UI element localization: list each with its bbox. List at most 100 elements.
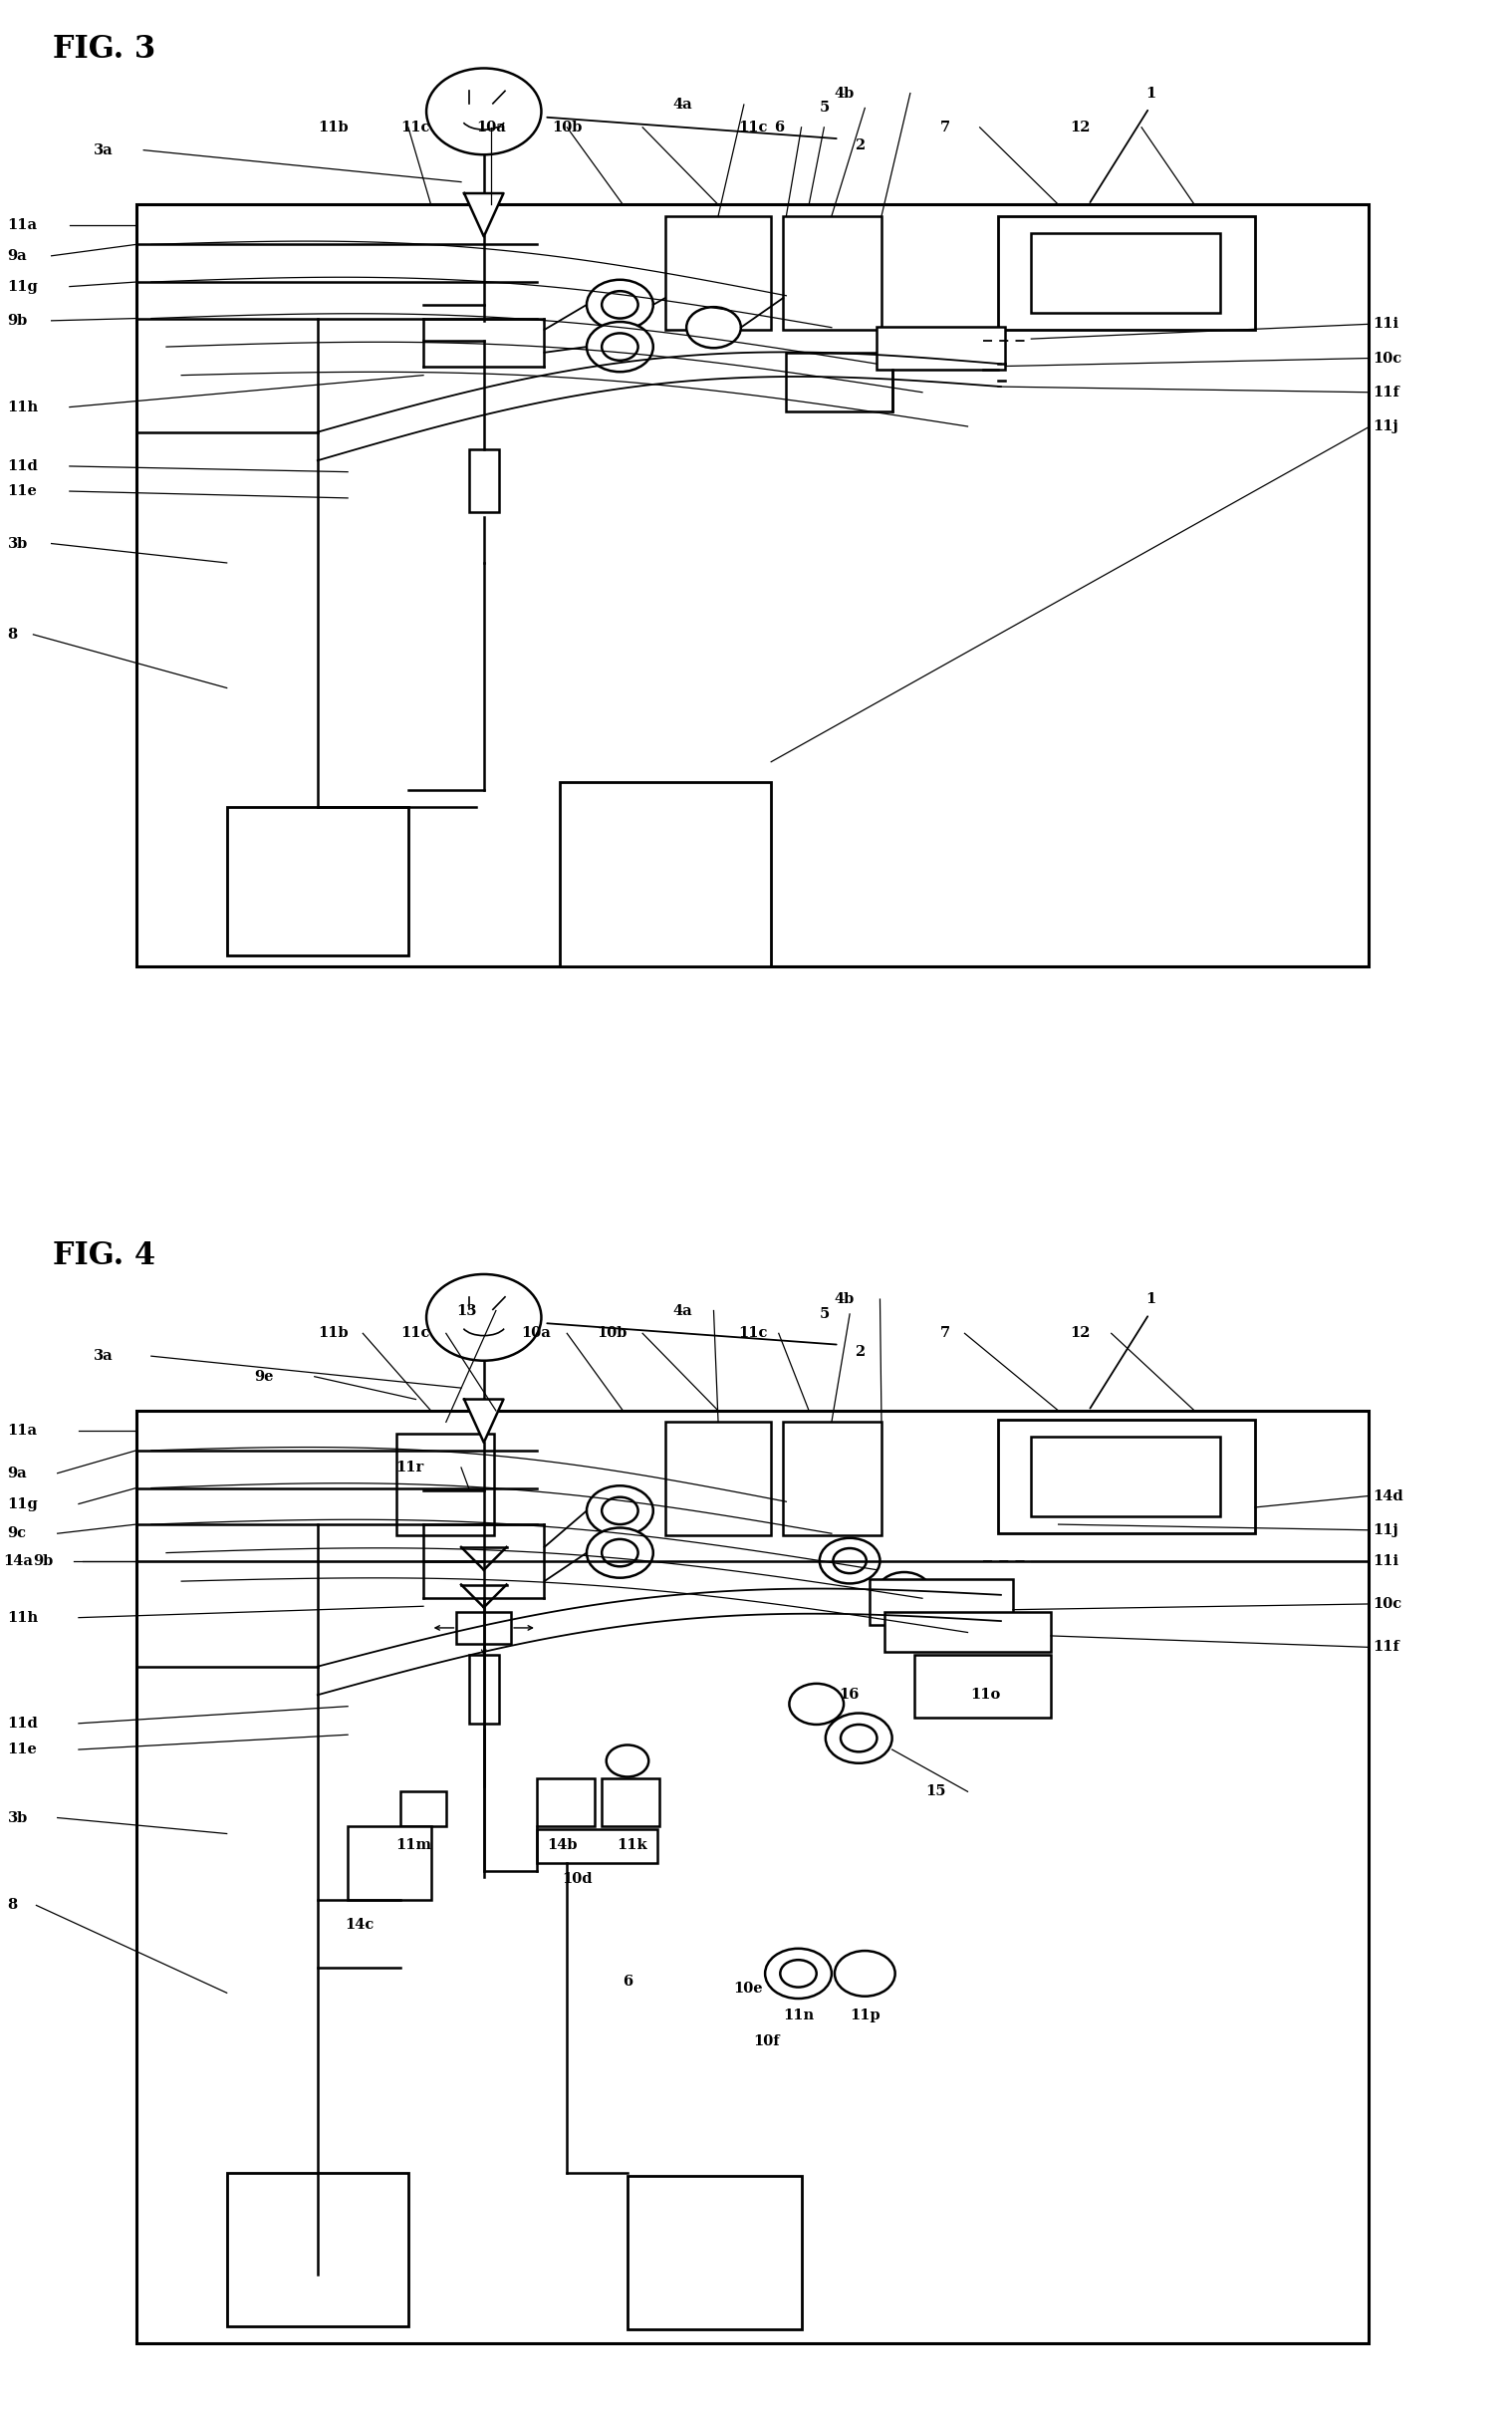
Bar bbox=[998, 1421, 1255, 1534]
Text: 10b: 10b bbox=[597, 1327, 627, 1341]
Text: 10a: 10a bbox=[522, 1327, 552, 1341]
Text: 14d: 14d bbox=[1373, 1488, 1403, 1503]
Text: 8: 8 bbox=[8, 1898, 18, 1913]
Text: 11k: 11k bbox=[617, 1838, 647, 1852]
Text: 11p: 11p bbox=[850, 2009, 880, 2024]
Text: 9b: 9b bbox=[8, 314, 27, 328]
Circle shape bbox=[587, 321, 653, 371]
Circle shape bbox=[602, 1539, 638, 1565]
Circle shape bbox=[765, 1949, 832, 2000]
Text: FIG. 3: FIG. 3 bbox=[53, 34, 156, 65]
Text: 11g: 11g bbox=[8, 1498, 38, 1510]
Text: 5: 5 bbox=[820, 1307, 830, 1322]
Bar bbox=[396, 1433, 494, 1536]
Bar bbox=[998, 217, 1255, 330]
Circle shape bbox=[469, 1549, 499, 1573]
Text: 12: 12 bbox=[1070, 121, 1092, 135]
Text: 11f: 11f bbox=[1373, 1640, 1400, 1655]
Text: 13: 13 bbox=[457, 1302, 476, 1317]
Bar bbox=[136, 1411, 1368, 2342]
Text: 11a: 11a bbox=[8, 217, 38, 232]
Circle shape bbox=[469, 330, 499, 352]
Text: 10c: 10c bbox=[1373, 352, 1402, 364]
Bar bbox=[885, 1611, 1051, 1652]
Circle shape bbox=[602, 333, 638, 359]
Text: 10f: 10f bbox=[753, 2036, 780, 2048]
Bar bbox=[915, 1655, 1051, 1717]
Circle shape bbox=[686, 306, 741, 347]
Circle shape bbox=[602, 292, 638, 318]
Bar bbox=[783, 1423, 881, 1536]
Text: 11j: 11j bbox=[1373, 420, 1399, 434]
Text: 7: 7 bbox=[940, 121, 951, 135]
Bar bbox=[783, 217, 881, 330]
Circle shape bbox=[780, 1961, 816, 1987]
Polygon shape bbox=[464, 193, 503, 236]
Text: 16: 16 bbox=[839, 1688, 859, 1703]
Text: 11h: 11h bbox=[8, 1611, 39, 1626]
Text: 10b: 10b bbox=[552, 121, 582, 135]
Text: 14b: 14b bbox=[547, 1838, 578, 1852]
Text: 10a: 10a bbox=[476, 121, 507, 135]
Text: 11i: 11i bbox=[1373, 1553, 1399, 1568]
Circle shape bbox=[469, 1587, 499, 1609]
Text: 11d: 11d bbox=[8, 1717, 38, 1729]
Bar bbox=[665, 217, 771, 330]
Circle shape bbox=[820, 1539, 880, 1585]
Text: 9b: 9b bbox=[33, 1553, 53, 1568]
Bar bbox=[537, 1778, 594, 1826]
Text: 11c: 11c bbox=[401, 1327, 429, 1341]
Text: 9a: 9a bbox=[8, 1466, 27, 1481]
Text: 3a: 3a bbox=[94, 1348, 113, 1363]
Bar bbox=[401, 1792, 446, 1826]
Polygon shape bbox=[464, 1399, 503, 1442]
Text: 11o: 11o bbox=[971, 1688, 1001, 1703]
Text: FIG. 4: FIG. 4 bbox=[53, 1240, 156, 1271]
Text: 4b: 4b bbox=[835, 87, 854, 101]
Text: 14c: 14c bbox=[345, 1918, 373, 1932]
Circle shape bbox=[469, 1479, 499, 1503]
Text: 8: 8 bbox=[8, 627, 18, 642]
Text: 7: 7 bbox=[940, 1327, 951, 1341]
Text: 3a: 3a bbox=[94, 142, 113, 157]
Text: 9e: 9e bbox=[254, 1370, 274, 1384]
Text: 5: 5 bbox=[820, 101, 830, 116]
Bar bbox=[1031, 1438, 1220, 1517]
Text: 10e: 10e bbox=[733, 1980, 764, 1995]
Text: 11c: 11c bbox=[401, 121, 429, 135]
Circle shape bbox=[841, 1725, 877, 1751]
Text: 11g: 11g bbox=[8, 280, 38, 294]
Text: 11f: 11f bbox=[1373, 386, 1400, 400]
Text: 2: 2 bbox=[854, 137, 865, 152]
Bar bbox=[627, 2176, 801, 2330]
Text: 6: 6 bbox=[623, 1975, 634, 1987]
Circle shape bbox=[833, 1549, 866, 1573]
Text: 10c: 10c bbox=[1373, 1597, 1402, 1611]
Text: 11b: 11b bbox=[318, 121, 348, 135]
Circle shape bbox=[587, 1486, 653, 1536]
Text: 11d: 11d bbox=[8, 458, 38, 473]
Circle shape bbox=[587, 1527, 653, 1577]
Circle shape bbox=[826, 1713, 892, 1763]
Circle shape bbox=[877, 1573, 931, 1614]
Text: 11j: 11j bbox=[1373, 1522, 1399, 1536]
Text: 9c: 9c bbox=[8, 1527, 27, 1541]
Bar bbox=[786, 352, 892, 412]
Text: 11r: 11r bbox=[396, 1462, 425, 1474]
Bar bbox=[559, 781, 771, 967]
Text: 3b: 3b bbox=[8, 1811, 27, 1826]
Text: 3b: 3b bbox=[8, 535, 27, 550]
Circle shape bbox=[602, 1498, 638, 1524]
Bar bbox=[227, 808, 408, 955]
Bar bbox=[348, 1826, 431, 1901]
Text: 4a: 4a bbox=[673, 96, 692, 111]
Bar bbox=[1031, 234, 1220, 314]
Text: 11b: 11b bbox=[318, 1327, 348, 1341]
Circle shape bbox=[587, 280, 653, 330]
Text: 11n: 11n bbox=[783, 2009, 815, 2024]
Text: 15: 15 bbox=[925, 1785, 947, 1799]
Circle shape bbox=[835, 1951, 895, 1997]
Bar bbox=[469, 449, 499, 511]
Text: 11c: 11c bbox=[738, 121, 767, 135]
Text: 11e: 11e bbox=[8, 1741, 38, 1756]
